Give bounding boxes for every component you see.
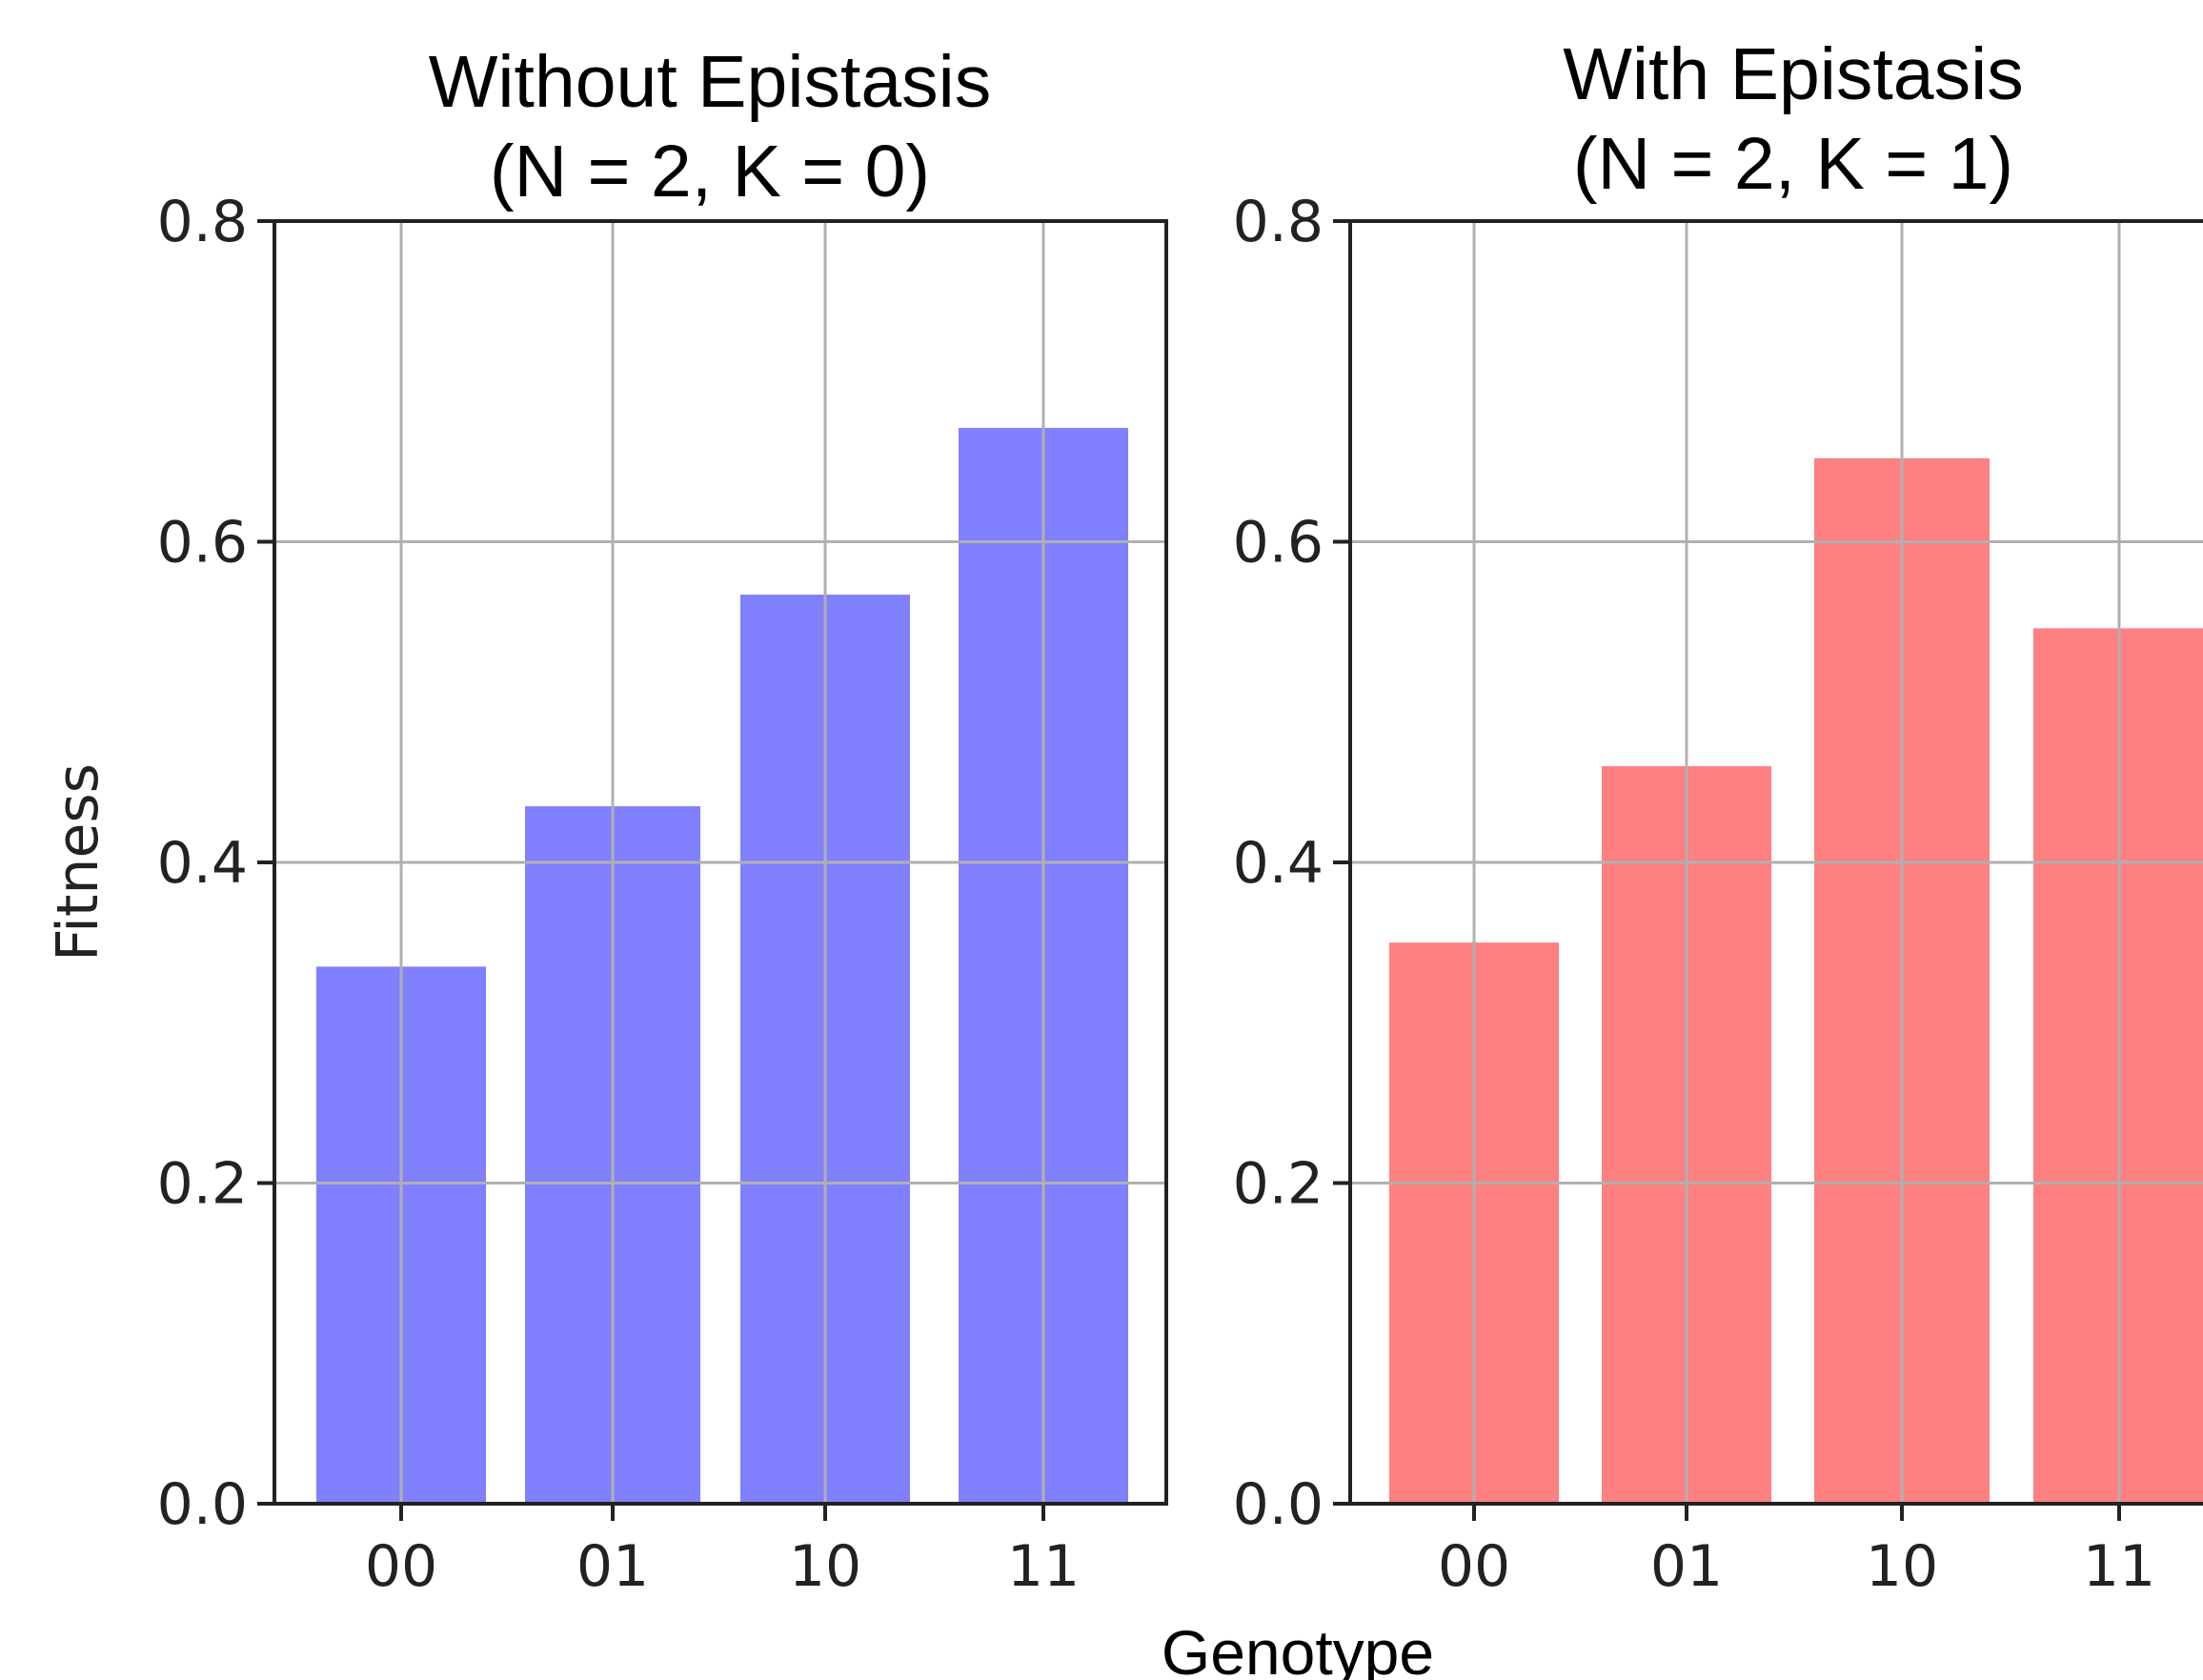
chart-title-line2: (N = 2, K = 0)	[490, 131, 930, 213]
panel-without-epistasis: Without Epistasis(N = 2, K = 0) 0.0 0.2 0.4…	[45, 41, 1168, 1600]
y-tick-label: 0.8	[157, 189, 248, 255]
x-tick-label: 10	[1866, 1533, 1938, 1600]
x-tick-label: 00	[1438, 1533, 1510, 1600]
chart-title-line1: Without Epistasis	[429, 41, 992, 123]
panel-with-epistasis: With Epistasis(N = 2, K = 1) 0.0 0.2 0.4 0.6…	[1233, 33, 2203, 1600]
x-tick-label: 01	[1650, 1533, 1723, 1600]
y-tick-label: 0.8	[1233, 189, 1324, 255]
y-tick-label: 0.2	[1233, 1151, 1324, 1218]
chart-title-line2: (N = 2, K = 1)	[1573, 123, 2013, 205]
x-tick-label: 11	[2083, 1533, 2155, 1600]
y-tick-label: 0.6	[1233, 510, 1324, 577]
x-tick-label: 10	[789, 1533, 861, 1600]
x-axis-label: Genotype	[1162, 1617, 1434, 1680]
y-axis-label: Fitness	[45, 763, 111, 961]
y-tick-label: 0.2	[157, 1151, 248, 1218]
x-tick-label: 11	[1007, 1533, 1080, 1600]
y-tick-label: 0.6	[157, 510, 248, 577]
y-tick-label: 0.0	[157, 1471, 248, 1538]
y-tick-label: 0.4	[157, 830, 248, 897]
x-tick-label: 01	[576, 1533, 649, 1600]
x-tick-label: 00	[365, 1533, 437, 1600]
y-tick-label: 0.0	[1233, 1471, 1324, 1538]
chart-title-line1: With Epistasis	[1563, 33, 2024, 115]
y-tick-label: 0.4	[1233, 830, 1324, 897]
